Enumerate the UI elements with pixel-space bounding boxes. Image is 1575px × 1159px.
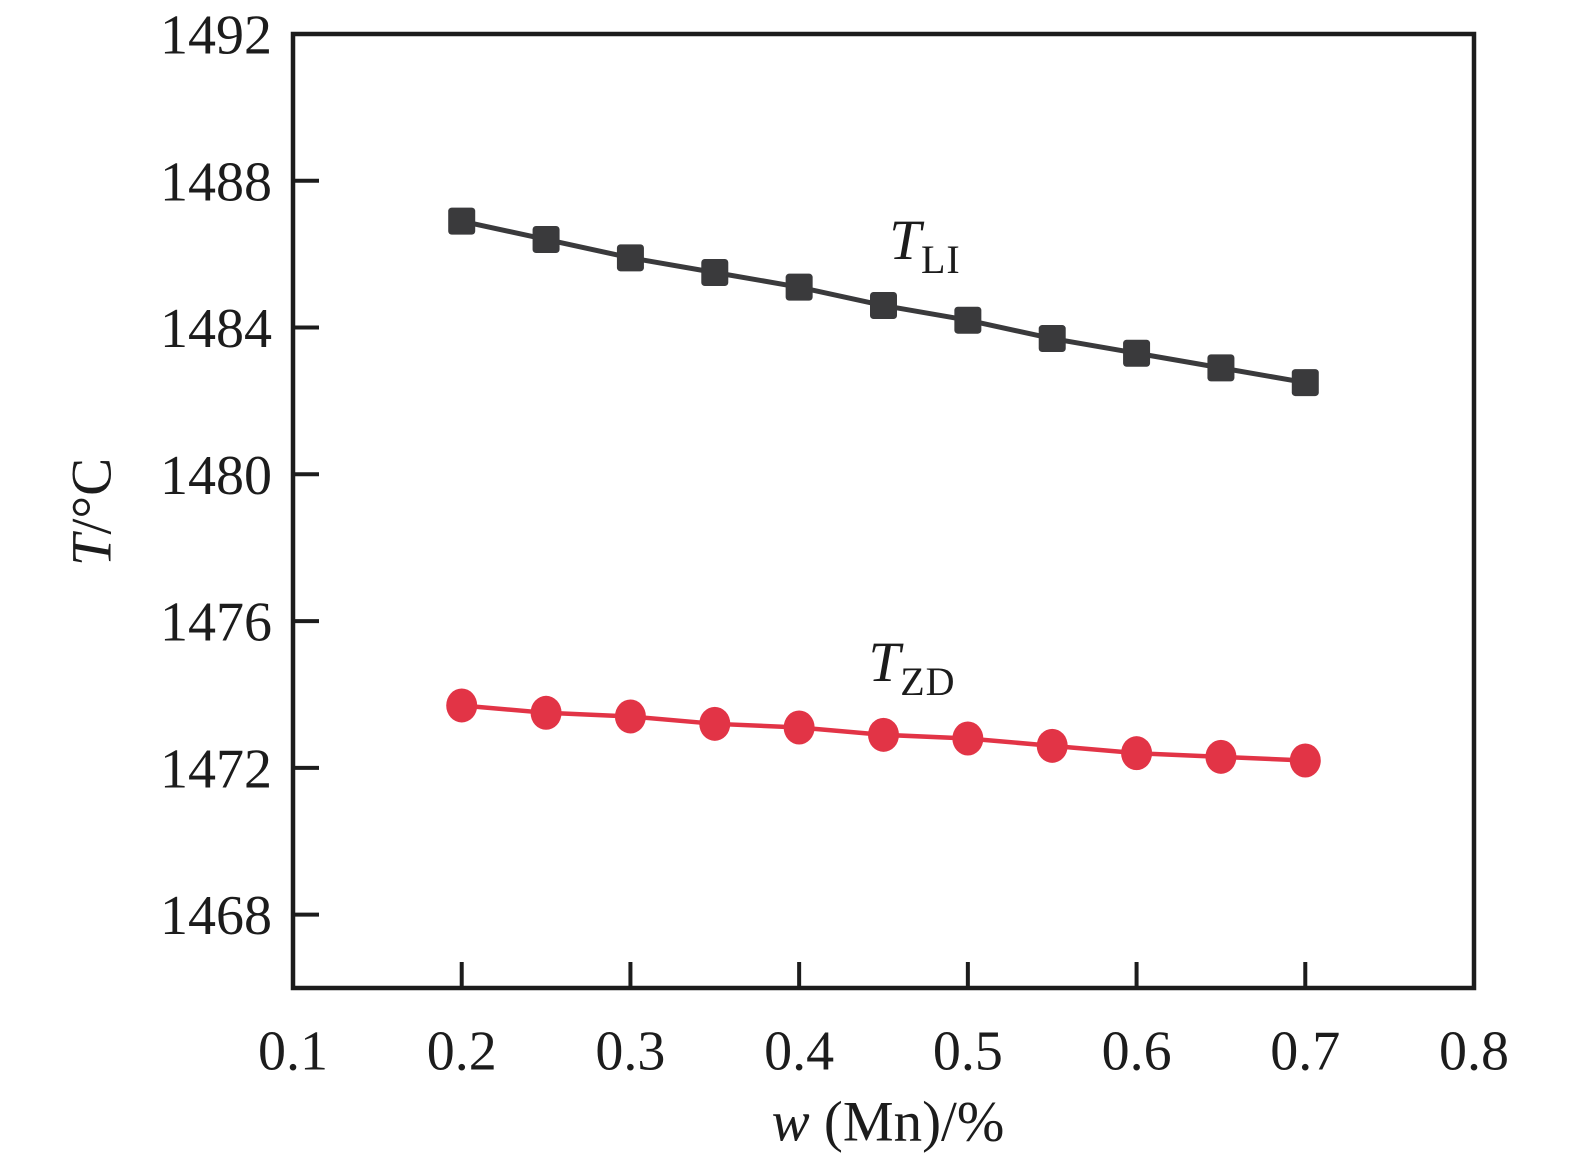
y-tick-label: 1492	[160, 5, 272, 67]
series-label-TZD-subscript: ZD	[900, 659, 956, 704]
y-tick-label: 1468	[160, 885, 272, 947]
marker-T_LI	[448, 207, 476, 235]
series-label-TZD: TZD	[868, 634, 955, 702]
series-label-TLI-subscript: LI	[920, 237, 961, 282]
x-tick-label: 0.1	[258, 1021, 328, 1083]
marker-T_ZD	[868, 717, 899, 752]
y-tick-label: 1472	[160, 738, 272, 800]
marker-T_LI	[1038, 325, 1066, 353]
x-tick-label: 0.7	[1270, 1021, 1340, 1083]
marker-T_ZD	[1121, 736, 1153, 771]
marker-T_LI	[532, 225, 560, 253]
marker-T_ZD	[530, 695, 562, 730]
marker-T_ZD	[699, 706, 731, 741]
marker-T_LI	[954, 306, 982, 334]
x-tick-label: 0.6	[1102, 1021, 1172, 1083]
x-axis-title-unit: (Mn)/%	[809, 1090, 1005, 1154]
y-axis-title-symbol: T	[60, 534, 124, 567]
y-axis-title-unit: /°C	[60, 457, 124, 535]
series-label-TZD-symbol: T	[868, 631, 901, 694]
x-tick-label: 0.2	[427, 1021, 497, 1083]
marker-T_ZD	[783, 710, 815, 745]
plot-frame	[290, 31, 1477, 991]
marker-T_ZD	[614, 699, 646, 734]
marker-T_LI	[701, 259, 729, 286]
y-tick-label: 1476	[160, 592, 272, 654]
marker-T_LI	[870, 292, 897, 320]
x-tick-label: 0.4	[764, 1021, 834, 1083]
marker-T_LI	[1123, 339, 1151, 367]
x-tick-label: 0.3	[595, 1021, 665, 1083]
marker-T_LI	[1207, 354, 1235, 382]
marker-T_LI	[1291, 369, 1319, 397]
x-axis-title-symbol: w	[771, 1090, 810, 1154]
series-label-TLI: TLI	[889, 212, 960, 280]
y-tick-label: 1484	[160, 298, 272, 360]
marker-T_ZD	[446, 688, 478, 723]
marker-T_ZD	[952, 721, 984, 756]
marker-T_LI	[616, 244, 644, 272]
marker-T_LI	[785, 273, 813, 301]
y-tick-label: 1488	[160, 151, 272, 213]
x-tick-label: 0.8	[1439, 1021, 1509, 1083]
marker-T_ZD	[1205, 739, 1237, 774]
x-tick-label: 0.5	[933, 1021, 1003, 1083]
x-axis-title: w (Mn)/%	[772, 1094, 1005, 1151]
series-label-TLI-symbol: T	[889, 209, 921, 272]
marker-T_ZD	[1036, 728, 1068, 763]
marker-T_ZD	[1289, 743, 1321, 778]
y-axis-title: T/°C	[60, 457, 124, 567]
y-tick-label: 1480	[160, 445, 272, 507]
